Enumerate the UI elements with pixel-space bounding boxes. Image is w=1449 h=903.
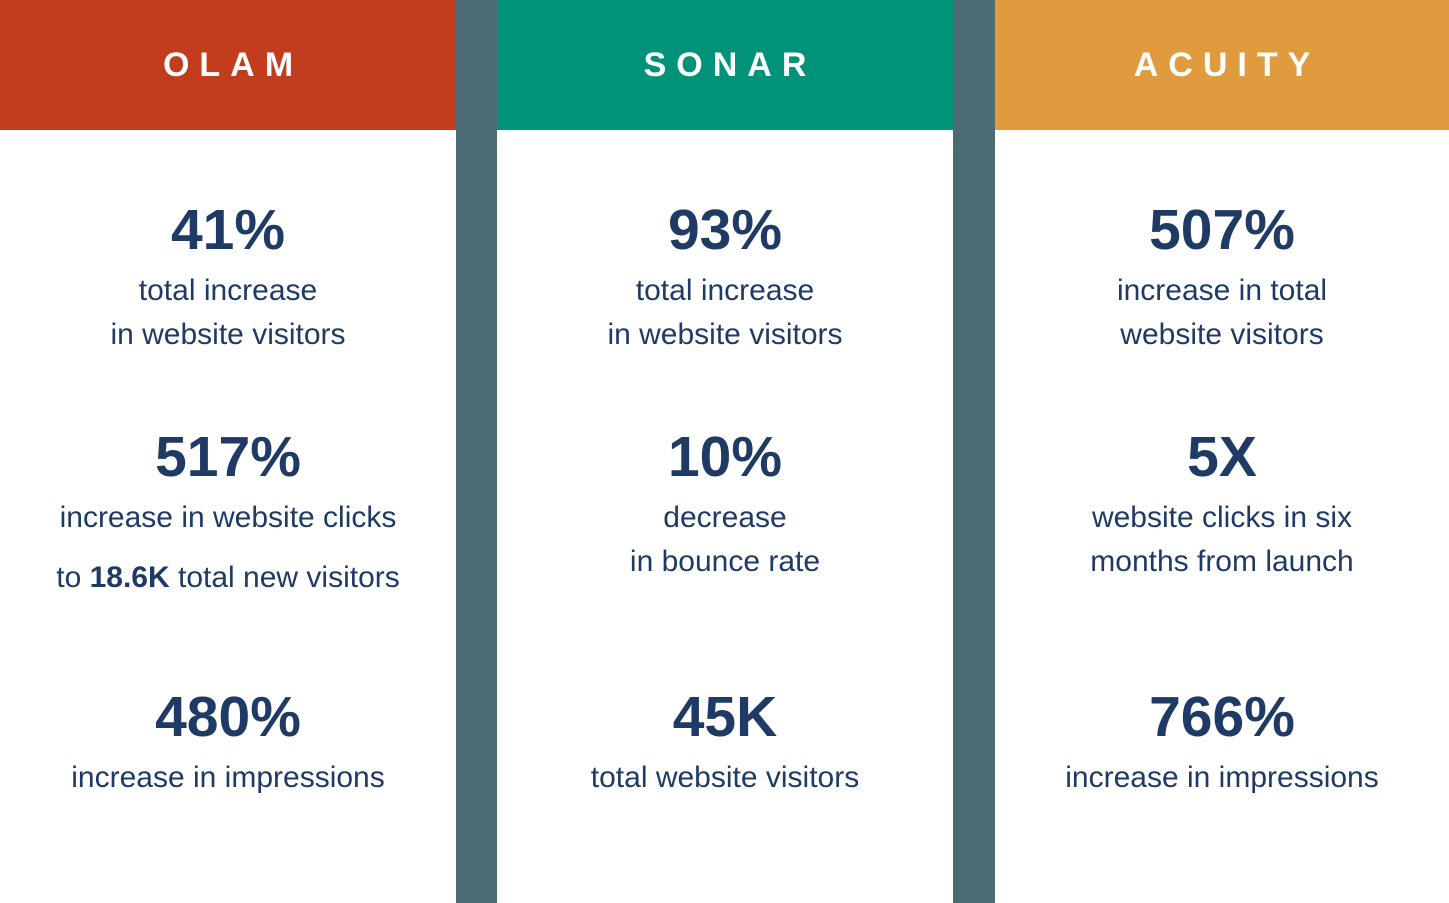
- stat-label: decrease in bounce rate: [629, 500, 821, 579]
- stat-sonar-visitors-increase: 93% total increase in website visitors: [497, 198, 953, 425]
- stat-label: total increase in website visitors: [110, 273, 346, 352]
- stat-value: 10%: [667, 425, 783, 489]
- column-content-acuity: 507% increase in total website visitors …: [995, 130, 1449, 903]
- stat-label: increase in impressions: [71, 760, 385, 794]
- stat-olam-impressions: 480% increase in impressions: [0, 685, 456, 800]
- stat-sublabel-prefix: to: [56, 561, 90, 595]
- stat-sublabel-value: 18.6K: [89, 561, 170, 595]
- divider-gutter: [456, 0, 497, 903]
- divider-gutter: [953, 0, 995, 903]
- column-content-olam: 41% total increase in website visitors 5…: [0, 130, 456, 903]
- stat-value: 93%: [667, 198, 783, 262]
- stat-label: increase in impressions: [1065, 760, 1379, 794]
- column-olam: OLAM 41% total increase in website visit…: [0, 0, 456, 903]
- stat-value: 41%: [170, 198, 286, 262]
- column-title-sonar: SONAR: [643, 45, 817, 84]
- stat-value: 480%: [155, 685, 301, 749]
- stat-sonar-total-visitors: 45K total website visitors: [497, 685, 953, 800]
- column-content-sonar: 93% total increase in website visitors 1…: [497, 130, 953, 903]
- column-header-sonar: SONAR: [497, 0, 953, 130]
- stat-label: increase in total website visitors: [1116, 273, 1328, 352]
- stat-value: 507%: [1149, 198, 1295, 262]
- column-title-olam: OLAM: [162, 45, 304, 84]
- column-acuity: ACUITY 507% increase in total website vi…: [995, 0, 1449, 903]
- stat-sonar-bounce-rate: 10% decrease in bounce rate: [497, 425, 953, 685]
- column-header-olam: OLAM: [0, 0, 456, 130]
- column-header-acuity: ACUITY: [995, 0, 1449, 130]
- stat-value: 517%: [155, 425, 301, 489]
- stat-value: 45K: [672, 685, 778, 749]
- stat-label: total increase in website visitors: [607, 273, 843, 352]
- stat-label: increase in website clicks: [59, 500, 397, 534]
- stat-acuity-clicks: 5X website clicks in six months from lau…: [995, 425, 1449, 685]
- stat-value: 766%: [1149, 685, 1295, 749]
- column-sonar: SONAR 93% total increase in website visi…: [497, 0, 953, 903]
- stat-acuity-impressions: 766% increase in impressions: [995, 685, 1449, 800]
- stat-olam-clicks: 517% increase in website clicks to 18.6K…: [0, 425, 456, 685]
- stat-olam-visitors: 41% total increase in website visitors: [0, 198, 456, 425]
- stat-acuity-visitors: 507% increase in total website visitors: [995, 198, 1449, 425]
- stat-label: website clicks in six months from launch: [1090, 500, 1354, 579]
- stat-sublabel-suffix: total new visitors: [169, 561, 400, 595]
- column-title-acuity: ACUITY: [1133, 45, 1321, 84]
- stat-label: total website visitors: [590, 760, 860, 794]
- stat-value: 5X: [1187, 425, 1257, 489]
- stat-sublabel: to 18.6K total new visitors: [0, 556, 456, 600]
